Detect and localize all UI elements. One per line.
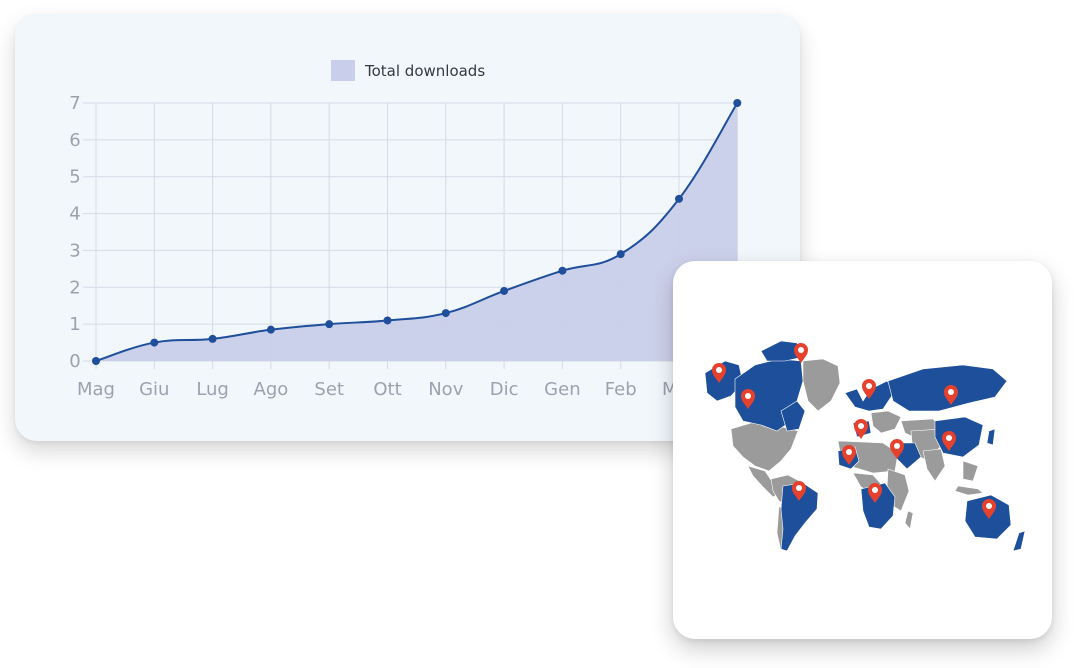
series-area [96,103,738,361]
new-zealand [1012,530,1026,552]
data-point[interactable] [383,316,392,325]
x-tick-label: Dic [490,379,519,400]
data-point[interactable] [500,286,509,295]
x-tick-label: Lug [196,379,229,400]
map-marker-icon[interactable] [890,439,904,459]
legend-label: Total downloads [364,62,485,80]
x-tick-label: Ago [254,379,289,400]
map-marker-icon[interactable] [794,343,808,363]
y-tick-label: 6 [69,130,80,151]
map-marker-icon[interactable] [868,483,882,503]
south-america [780,482,819,552]
y-tick-label: 5 [69,167,80,188]
y-tick-label: 0 [69,351,80,372]
data-point[interactable] [325,320,334,329]
map-marker-icon[interactable] [792,481,806,501]
map-pins [712,343,996,519]
world-map-card [673,261,1052,639]
chart-axis-labels: 01234567MagGiuLugAgoSetOttNovDicGenFebMa… [69,93,753,400]
map-marker-icon[interactable] [944,385,958,405]
y-tick-label: 7 [69,93,80,114]
greenland [802,358,841,412]
y-tick-label: 2 [69,277,80,298]
y-tick-label: 3 [69,240,80,261]
x-tick-label: Feb [605,379,637,400]
data-point[interactable] [558,266,567,275]
x-tick-label: Set [314,379,344,400]
map-marker-icon[interactable] [862,379,876,399]
quebec [780,400,806,432]
x-tick-label: Giu [139,379,169,400]
map-marker-icon[interactable] [842,445,856,465]
data-point[interactable] [266,325,275,334]
legend-swatch [331,60,355,81]
map-marker-icon[interactable] [712,363,726,383]
india [922,448,946,482]
world-map [704,340,1026,552]
data-point[interactable] [208,334,217,343]
chart-area-layer [95,102,739,362]
southeast-asia [962,460,979,482]
y-tick-label: 4 [69,204,80,225]
data-point[interactable] [150,338,159,347]
indonesia [954,485,984,496]
map-marker-icon[interactable] [854,419,868,439]
data-point[interactable] [616,250,625,259]
data-point[interactable] [675,194,683,203]
chart-point-layer [92,99,742,365]
x-tick-label: Ott [373,379,401,400]
japan [986,428,996,446]
map-marker-icon[interactable] [741,389,755,409]
map-marker-icon[interactable] [982,499,996,519]
chart-legend[interactable]: Total downloads [331,60,485,81]
data-point[interactable] [441,309,450,318]
madagascar [904,510,914,530]
data-point[interactable] [92,357,100,365]
y-tick-label: 1 [69,314,80,335]
x-tick-label: Nov [428,379,463,400]
europe-central [870,410,902,434]
x-tick-label: Gen [544,379,580,400]
map-marker-icon[interactable] [942,431,956,451]
x-tick-label: Mag [77,379,115,400]
data-point[interactable] [733,99,742,107]
